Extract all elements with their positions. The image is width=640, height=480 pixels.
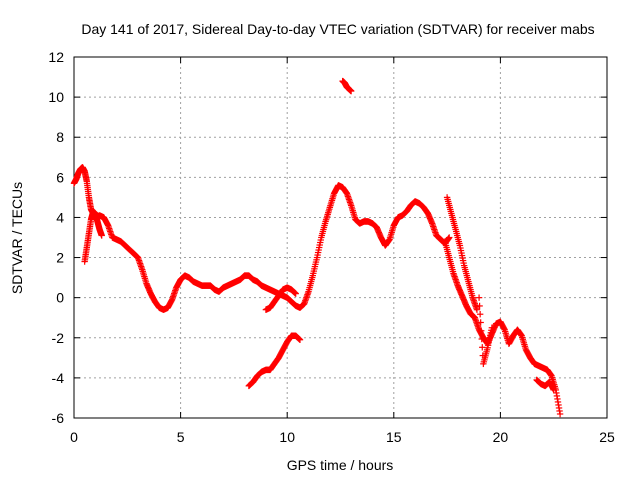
data-point: [446, 234, 453, 241]
data-point: [476, 302, 483, 310]
y-tick-label: 2: [56, 250, 64, 266]
data-point: [478, 335, 485, 343]
x-tick-label: 25: [599, 429, 615, 445]
x-tick-label: 0: [70, 429, 78, 445]
x-tick-label: 10: [279, 429, 295, 445]
chart-title: Day 141 of 2017, Sidereal Day-to-day VTE…: [81, 21, 594, 37]
data-points: [70, 77, 564, 418]
data-point: [347, 87, 355, 95]
axis-ticks: 0 5 10 15 20 25 -6 -4 -2 0 2 4 6 8 10 12: [48, 49, 615, 445]
y-tick-label: 12: [48, 49, 64, 65]
y-tick-label: 6: [56, 169, 64, 185]
data-point: [98, 232, 105, 239]
y-tick-label: 0: [56, 290, 64, 306]
grid: [74, 57, 607, 418]
data-point: [476, 311, 484, 318]
data-point: [296, 336, 304, 343]
data-point: [292, 290, 299, 297]
y-tick-label: -4: [52, 370, 65, 386]
y-tick-label: -6: [52, 410, 65, 426]
y-axis-label: SDTVAR / TECUs: [9, 182, 25, 294]
x-tick-label: 5: [177, 429, 185, 445]
x-axis-label: GPS time / hours: [287, 457, 394, 473]
data-point: [477, 319, 484, 326]
x-tick-label: 20: [493, 429, 509, 445]
plot-frame: [73, 56, 608, 419]
y-tick-label: 4: [56, 209, 64, 225]
y-tick-label: 8: [56, 129, 64, 145]
y-tick-label: -2: [52, 330, 65, 346]
data-point: [475, 294, 483, 301]
data-point: [550, 386, 557, 394]
data-point: [488, 324, 496, 331]
data-point: [556, 410, 564, 418]
data-point: [478, 327, 485, 334]
x-tick-label: 15: [386, 429, 402, 445]
data-point: [473, 306, 481, 313]
y-tick-label: 10: [48, 89, 64, 105]
